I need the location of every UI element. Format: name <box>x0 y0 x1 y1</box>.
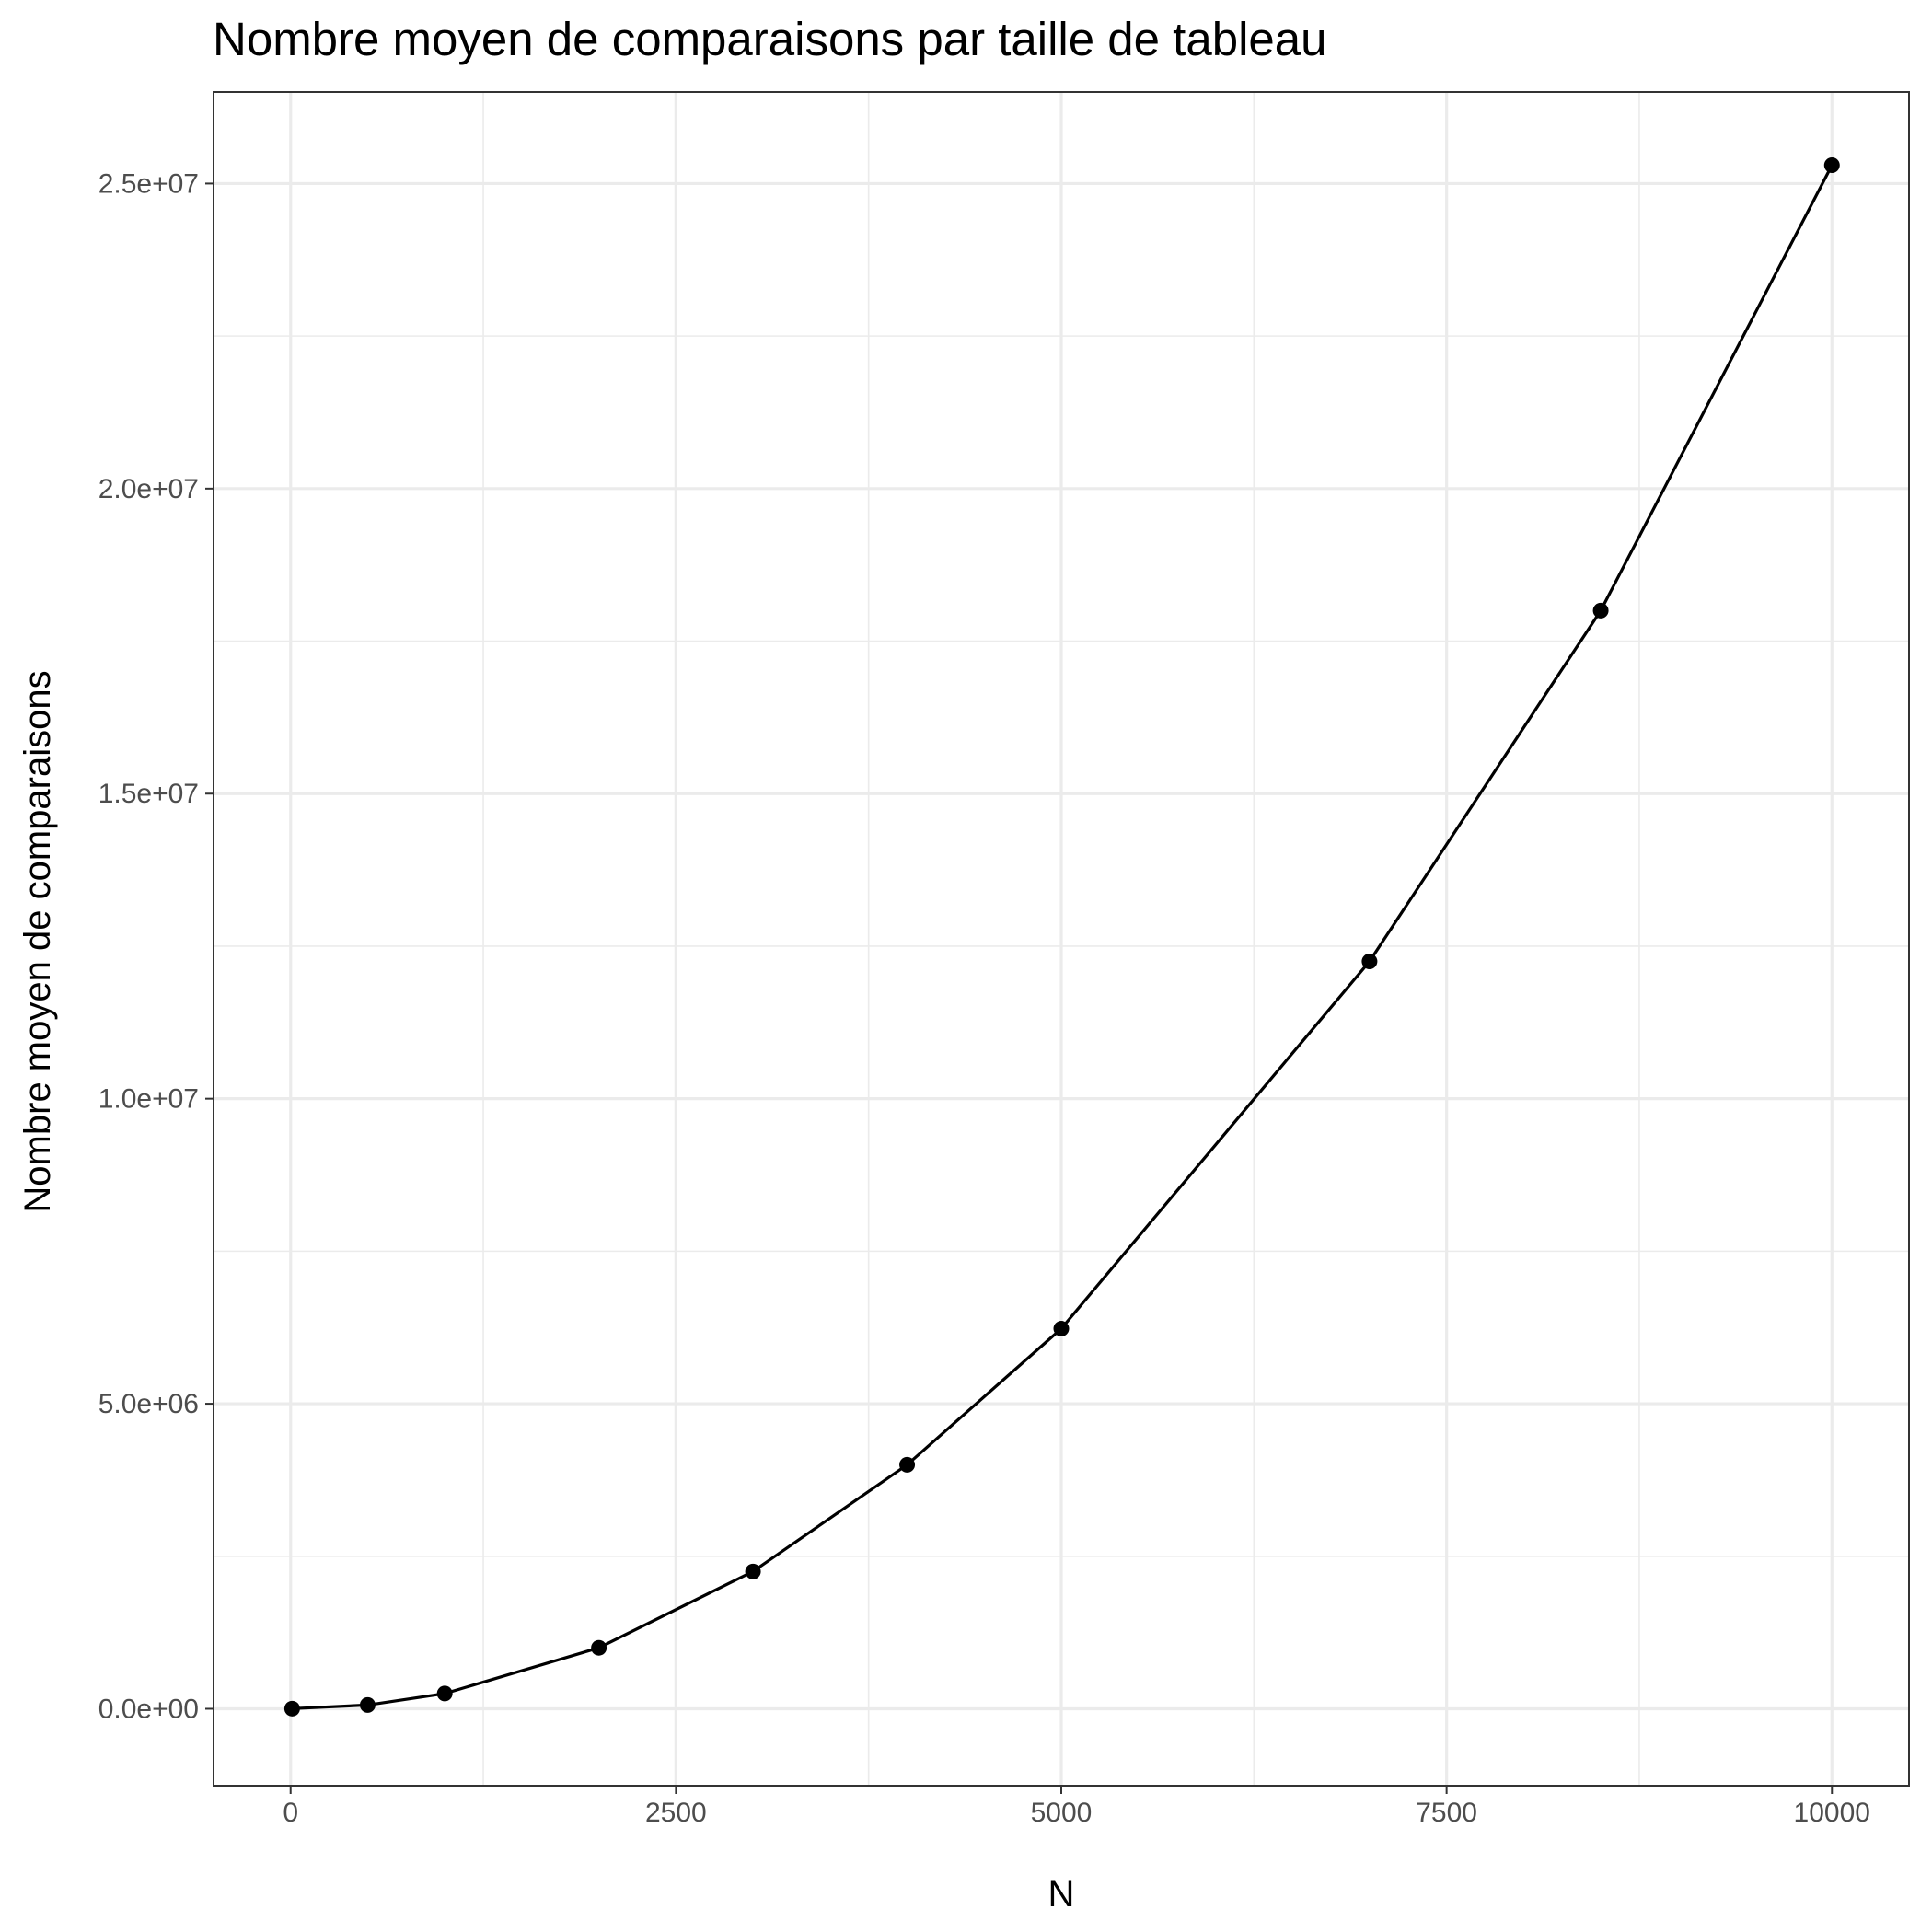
data-point <box>436 1685 453 1702</box>
y-tick-label: 1.5e+07 <box>98 779 199 809</box>
major-grid <box>214 92 1909 1786</box>
x-axis-title: N <box>1048 1874 1075 1915</box>
series-group <box>283 157 1840 1717</box>
x-tick-label: 5000 <box>1031 1798 1093 1828</box>
y-tick-label: 0.0e+00 <box>98 1694 199 1724</box>
data-point <box>591 1639 607 1656</box>
x-tick-label: 0 <box>283 1798 298 1828</box>
y-axis-title: Nombre moyen de comparaisons <box>17 670 58 1212</box>
data-point <box>745 1563 761 1579</box>
data-point <box>359 1696 376 1713</box>
y-tick-label: 2.0e+07 <box>98 474 199 504</box>
x-axis: 0 2500 5000 7500 10000 <box>283 1786 1870 1828</box>
data-point <box>899 1456 916 1473</box>
data-point <box>1592 602 1609 619</box>
y-axis: 0.0e+00 5.0e+06 1.0e+07 1.5e+07 2.0e+07 2.5e+… <box>98 168 214 1724</box>
y-tick-label: 1.0e+07 <box>98 1084 199 1115</box>
series-line <box>292 164 1834 1710</box>
data-point <box>1361 954 1378 970</box>
data-point <box>1053 1321 1070 1337</box>
y-tick-label: 5.0e+06 <box>98 1389 199 1419</box>
data-point <box>283 1700 300 1717</box>
x-tick-label: 10000 <box>1794 1798 1870 1828</box>
data-point <box>1823 157 1840 174</box>
y-tick-label: 2.5e+07 <box>98 168 199 199</box>
x-tick-label: 2500 <box>645 1798 707 1828</box>
chart-title: Nombre moyen de comparaisons par taille … <box>213 13 1327 65</box>
x-tick-label: 7500 <box>1416 1798 1477 1828</box>
